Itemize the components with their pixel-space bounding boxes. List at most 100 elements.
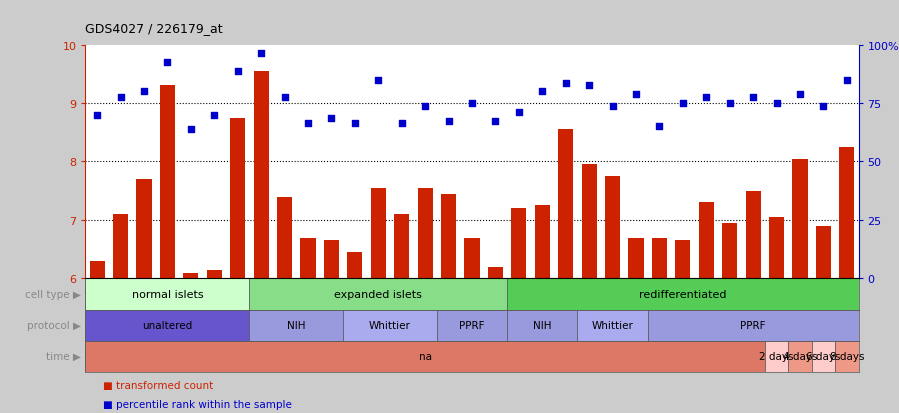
Text: GDS4027 / 226179_at: GDS4027 / 226179_at [85, 22, 223, 35]
Text: PPRF: PPRF [459, 320, 485, 330]
Text: unaltered: unaltered [142, 320, 192, 330]
Bar [183, 273, 199, 279]
Bar [249, 310, 343, 341]
Point [160, 59, 174, 66]
Bar [137, 180, 152, 279]
Bar [160, 86, 175, 279]
Bar [249, 279, 507, 310]
Text: expanded islets: expanded islets [334, 289, 423, 299]
Text: na: na [419, 351, 432, 361]
Point [371, 77, 386, 84]
Text: cell type ▶: cell type ▶ [25, 289, 81, 299]
Point [183, 127, 198, 133]
Bar [652, 238, 667, 279]
Point [418, 103, 432, 110]
Bar [85, 310, 249, 341]
Point [558, 80, 573, 87]
Bar [207, 270, 222, 279]
Bar [441, 194, 456, 279]
Point [301, 121, 316, 128]
Bar [769, 218, 784, 279]
Point [582, 83, 596, 90]
Point [441, 118, 456, 125]
Bar [835, 341, 859, 372]
Bar [230, 119, 245, 279]
Bar [840, 147, 854, 279]
Point [746, 95, 761, 101]
Point [816, 103, 831, 110]
Point [512, 109, 526, 116]
Bar [85, 279, 249, 310]
Bar [90, 261, 104, 279]
Point [699, 95, 714, 101]
Text: Whittier: Whittier [592, 320, 634, 330]
Bar [465, 238, 479, 279]
Text: 6 days: 6 days [806, 351, 841, 361]
Point [137, 89, 151, 95]
Text: time ▶: time ▶ [46, 351, 81, 361]
Bar [488, 267, 503, 279]
Point [488, 118, 503, 125]
Point [254, 51, 268, 57]
Point [90, 112, 104, 119]
Bar [558, 130, 574, 279]
Bar [300, 238, 316, 279]
Bar [812, 341, 835, 372]
Point [535, 89, 549, 95]
Point [723, 100, 737, 107]
Bar [277, 197, 292, 279]
Point [278, 95, 292, 101]
Bar [85, 341, 765, 372]
Text: protocol ▶: protocol ▶ [27, 320, 81, 330]
Bar [788, 341, 812, 372]
Bar [792, 159, 807, 279]
Bar [394, 215, 409, 279]
Point [676, 100, 690, 107]
Bar [745, 191, 761, 279]
Bar [722, 223, 737, 279]
Text: normal islets: normal islets [131, 289, 203, 299]
Point [628, 92, 643, 98]
Point [465, 100, 479, 107]
Text: NIH: NIH [287, 320, 306, 330]
Point [840, 77, 854, 84]
Bar [577, 310, 647, 341]
Point [793, 92, 807, 98]
Bar [582, 165, 597, 279]
Bar [347, 252, 362, 279]
Point [113, 95, 128, 101]
Point [395, 121, 409, 128]
Bar [647, 310, 859, 341]
Bar [324, 241, 339, 279]
Point [605, 103, 619, 110]
Text: Whittier: Whittier [369, 320, 411, 330]
Text: ■ percentile rank within the sample: ■ percentile rank within the sample [103, 399, 292, 408]
Bar [675, 241, 690, 279]
Point [230, 69, 245, 75]
Bar [417, 188, 432, 279]
Bar [254, 72, 269, 279]
Point [652, 124, 666, 131]
Point [348, 121, 362, 128]
Point [325, 115, 339, 122]
Bar [343, 310, 437, 341]
Point [207, 112, 221, 119]
Bar [370, 188, 386, 279]
Bar [507, 279, 859, 310]
Text: ■ transformed count: ■ transformed count [103, 380, 214, 390]
Bar [113, 215, 129, 279]
Point [770, 100, 784, 107]
Bar [512, 209, 527, 279]
Text: redifferentiated: redifferentiated [639, 289, 726, 299]
Text: 8 days: 8 days [830, 351, 864, 361]
Bar [815, 226, 831, 279]
Bar [437, 310, 507, 341]
Bar [699, 203, 714, 279]
Text: 4 days: 4 days [783, 351, 817, 361]
Bar [535, 206, 550, 279]
Text: NIH: NIH [533, 320, 551, 330]
Bar [765, 341, 788, 372]
Bar [628, 238, 644, 279]
Bar [507, 310, 577, 341]
Bar [605, 177, 620, 279]
